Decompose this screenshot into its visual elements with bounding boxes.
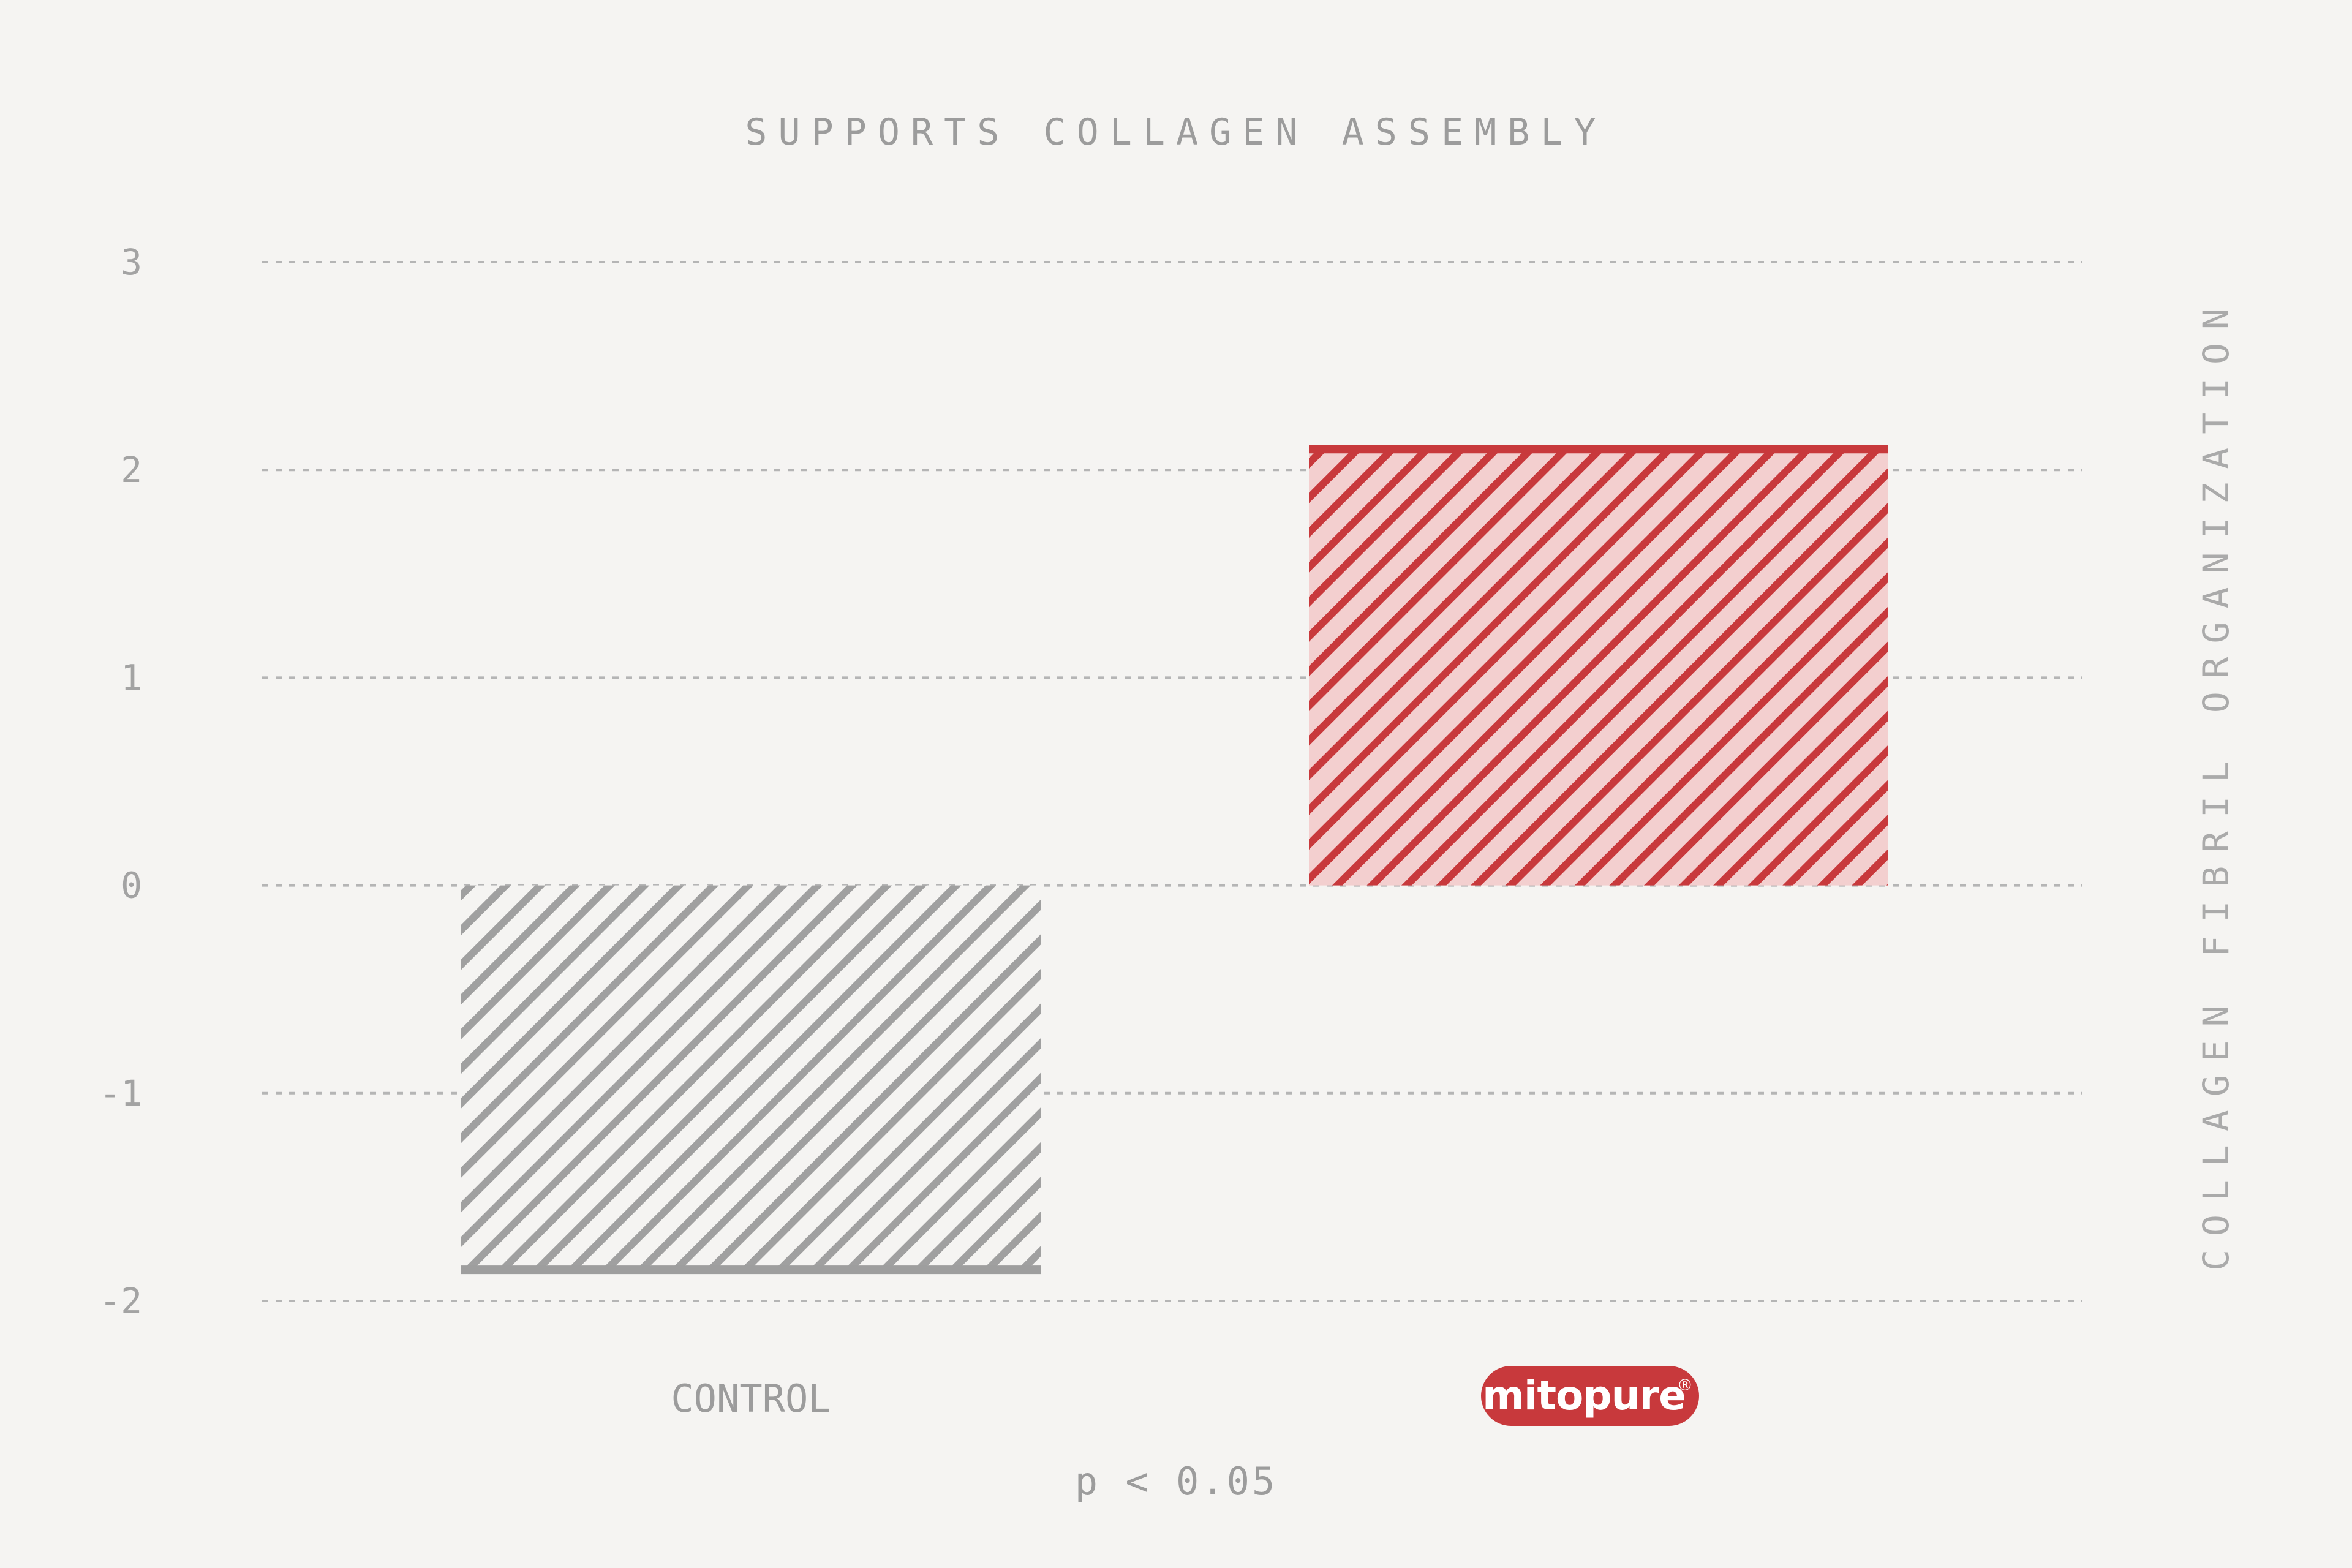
y-axis-ticks: 3 2 1 0 -1 -2 [99,241,142,1322]
y-tick-label: -1 [99,1072,142,1114]
mitopure-logo: mitopure ® [1481,1366,1699,1426]
y-tick-label: -2 [99,1280,142,1322]
significance-note: p < 0.05 [1075,1459,1278,1504]
category-label-control: CONTROL [671,1376,831,1421]
mitopure-logo-text: mitopure [1482,1372,1686,1419]
y-tick-label: 2 [121,449,142,491]
y-tick-label: 3 [121,241,142,283]
registered-mark: ® [1677,1376,1693,1395]
bar-control [461,885,1041,1270]
chart-title: SUPPORTS COLLAGEN ASSEMBLY [745,111,1607,154]
y-tick-label: 0 [121,865,142,907]
y-tick-label: 1 [121,657,142,698]
y-axis-label: COLLAGEN FIBRIL ORGANIZATION [2195,295,2237,1271]
bars [461,445,1888,1275]
bar-mitopure [1309,449,1888,886]
mitopure-logo-pill [1481,1366,1699,1426]
